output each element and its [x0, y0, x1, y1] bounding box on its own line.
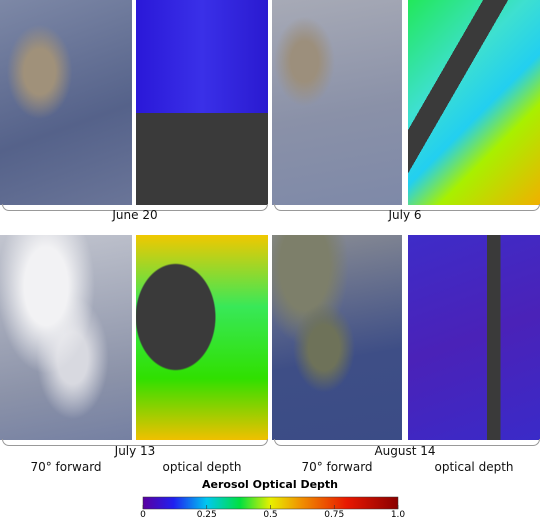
date-label: June 20 — [112, 208, 158, 222]
satellite-image — [0, 235, 132, 440]
date-label: August 14 — [374, 444, 436, 458]
column-label: 70° forward — [30, 460, 102, 474]
aod-map — [136, 0, 268, 205]
colorbar-title: Aerosol Optical Depth — [202, 478, 338, 491]
colorbar-tick-label: 0.75 — [324, 510, 344, 518]
colorbar-tick-label: 0.5 — [263, 510, 277, 518]
aod-map — [408, 235, 540, 440]
satellite-image — [272, 235, 402, 440]
colorbar-tick-label: 1.0 — [391, 510, 406, 518]
column-label: 70° forward — [301, 460, 373, 474]
date-label: July 6 — [388, 208, 422, 222]
aod-map — [136, 235, 268, 440]
column-label: optical depth — [162, 460, 242, 474]
colorbar-tick-label: 0 — [140, 510, 146, 518]
colorbar: Aerosol Optical Depth 0 0.25 0.5 0.75 1.0 — [140, 478, 406, 518]
column-label: optical depth — [434, 460, 514, 474]
date-label: July 13 — [114, 444, 156, 458]
satellite-image — [0, 0, 132, 205]
satellite-image — [272, 0, 402, 205]
colorbar-tick-label: 0.25 — [197, 510, 217, 518]
aod-map — [408, 0, 540, 205]
